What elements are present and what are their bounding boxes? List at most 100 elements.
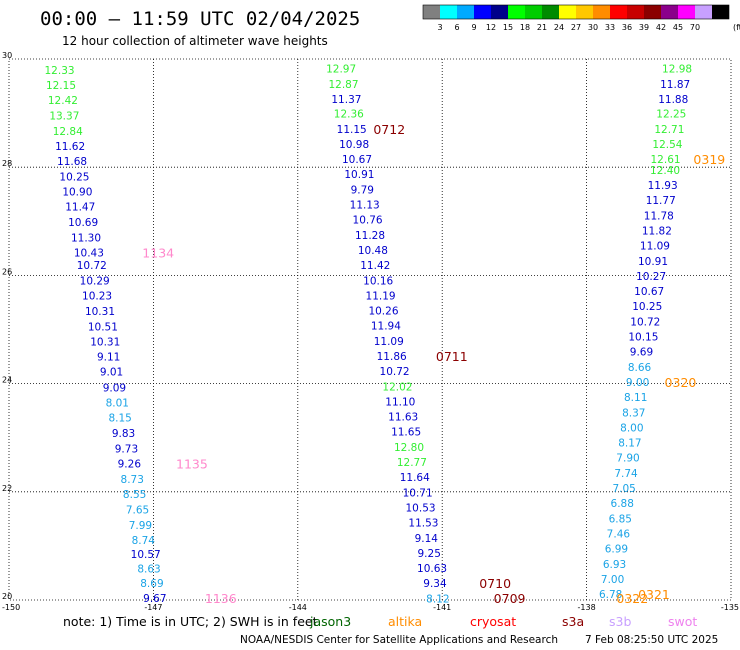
wave-height-value: 12.33 bbox=[45, 65, 75, 77]
wave-height-value: 11.28 bbox=[355, 230, 385, 242]
wave-height-value: 8.63 bbox=[137, 564, 160, 576]
colorbar-label: 45 bbox=[673, 23, 683, 32]
wave-height-value: 10.25 bbox=[632, 301, 662, 313]
color-swatch bbox=[491, 5, 508, 19]
colorbar-frame bbox=[422, 4, 730, 20]
wave-height-value: 11.88 bbox=[658, 94, 688, 106]
x-tick-label: -141 bbox=[433, 603, 451, 612]
wave-height-value: 8.55 bbox=[123, 489, 146, 501]
wave-height-value: 12.36 bbox=[334, 109, 364, 121]
wave-height-value: 8.15 bbox=[108, 413, 131, 425]
wave-height-value: 8.00 bbox=[620, 422, 643, 434]
color-swatch bbox=[610, 5, 627, 19]
wave-height-value: 12.84 bbox=[53, 126, 83, 138]
wave-height-value: 11.10 bbox=[385, 396, 415, 408]
color-swatch bbox=[474, 5, 491, 19]
wave-height-value: 12.97 bbox=[326, 64, 356, 76]
wave-height-value: 6.88 bbox=[611, 498, 634, 510]
colorbar-label: 36 bbox=[622, 23, 632, 32]
wave-height-value: 11.13 bbox=[350, 200, 380, 212]
wave-height-value: 12.25 bbox=[656, 109, 686, 121]
wave-height-value: 11.68 bbox=[57, 156, 87, 168]
wave-height-value: 10.91 bbox=[638, 256, 668, 268]
wave-height-value: 10.29 bbox=[80, 275, 110, 287]
colorbar-label: 6 bbox=[454, 23, 459, 32]
wave-height-value: 9.69 bbox=[630, 347, 653, 359]
wave-height-value: 7.65 bbox=[126, 505, 149, 517]
y-tick-label: 30 bbox=[2, 51, 12, 60]
data-points: 12.33 12.15 12.42 13.37 12.84 11.62 11.68 10.25… bbox=[45, 64, 693, 606]
wave-height-value: 11.78 bbox=[644, 210, 674, 222]
colorbar-label: 27 bbox=[571, 23, 581, 32]
wave-height-value: 7.05 bbox=[612, 483, 635, 495]
wave-height-value: 11.42 bbox=[360, 260, 390, 272]
wave-height-value: 11.30 bbox=[71, 233, 101, 245]
colorbar-label: 21 bbox=[537, 23, 547, 32]
color-swatch bbox=[627, 5, 644, 19]
wave-height-value: 11.37 bbox=[331, 94, 361, 106]
satellite-legend-swot: swot bbox=[668, 614, 697, 629]
wave-height-value: 10.63 bbox=[417, 563, 447, 575]
colorbar-label: 39 bbox=[639, 23, 649, 32]
wave-height-value: 9.25 bbox=[418, 548, 441, 560]
wave-height-value: 10.31 bbox=[90, 336, 120, 348]
pass-time-marker: 0709 bbox=[494, 591, 526, 606]
satellite-legend-jason3: jason3 bbox=[309, 614, 351, 629]
wave-height-value: 11.15 bbox=[337, 124, 367, 136]
wave-height-value: 10.67 bbox=[342, 154, 372, 166]
wave-height-value: 9.67 bbox=[143, 593, 166, 605]
wave-height-value: 11.77 bbox=[646, 195, 676, 207]
y-tick-label: 26 bbox=[2, 267, 12, 276]
wave-height-value: 8.01 bbox=[106, 398, 129, 410]
wave-height-value: 6.93 bbox=[603, 559, 626, 571]
wave-height-value: 12.98 bbox=[662, 64, 692, 76]
pass-time-marker: 0319 bbox=[693, 152, 725, 167]
wave-height-value: 11.63 bbox=[388, 412, 418, 424]
colorbar-label: 9 bbox=[471, 23, 476, 32]
wave-height-value: 10.53 bbox=[406, 502, 436, 514]
wave-height-value: 10.15 bbox=[628, 332, 658, 344]
satellite-legend-s3b: s3b bbox=[609, 614, 631, 629]
wave-height-value: 10.90 bbox=[62, 187, 92, 199]
y-tick-label: 28 bbox=[2, 159, 12, 168]
wave-height-value: 9.09 bbox=[103, 382, 126, 394]
wave-height-value: 11.53 bbox=[408, 518, 438, 530]
wave-height-value: 9.34 bbox=[423, 578, 447, 590]
chart-title: 00:00 – 11:59 UTC 02/04/2025 bbox=[40, 8, 360, 30]
wave-height-value: 11.19 bbox=[366, 290, 396, 302]
wave-height-value: 6.78 bbox=[599, 589, 622, 601]
wave-height-value: 12.40 bbox=[650, 165, 680, 177]
wave-height-value: 10.57 bbox=[131, 549, 161, 561]
wave-height-value: 9.01 bbox=[100, 367, 123, 379]
wave-height-value: 9.14 bbox=[415, 533, 439, 545]
wave-height-value: 10.43 bbox=[74, 248, 104, 260]
wave-height-value: 10.27 bbox=[636, 271, 666, 283]
plot-area: 20 22 24 26 28 30 -150 -147 -144 -141 -138 -135 12… bbox=[2, 51, 739, 612]
color-swatch bbox=[423, 5, 440, 19]
wave-height-value: 10.72 bbox=[630, 316, 660, 328]
pass-time-marker: 0322 bbox=[616, 591, 648, 606]
wave-height-value: 12.80 bbox=[394, 442, 424, 454]
x-axis-ticks: -150 -147 -144 -141 -138 -135 bbox=[2, 603, 739, 612]
wave-height-value: 11.64 bbox=[400, 472, 430, 484]
wave-height-value: 10.69 bbox=[68, 217, 98, 229]
wave-height-value: 10.91 bbox=[344, 169, 374, 181]
color-swatch bbox=[508, 5, 525, 19]
wave-height-value: 8.17 bbox=[618, 438, 641, 450]
x-tick-label: -138 bbox=[578, 603, 596, 612]
colorbar-label: 18 bbox=[520, 23, 530, 32]
wave-height-value: 8.37 bbox=[622, 407, 645, 419]
wave-height-value: 9.79 bbox=[351, 184, 374, 196]
x-tick-label: -147 bbox=[144, 603, 162, 612]
y-axis-ticks: 20 22 24 26 28 30 bbox=[2, 51, 12, 601]
y-tick-label: 24 bbox=[2, 376, 12, 385]
color-swatch bbox=[559, 5, 576, 19]
pass-time-marker: 0320 bbox=[665, 375, 697, 390]
wave-height-value: 12.77 bbox=[397, 457, 427, 469]
wave-height-value: 9.26 bbox=[118, 459, 142, 471]
color-swatch bbox=[661, 5, 678, 19]
footer-timestamp: 7 Feb 08:25:50 UTC 2025 bbox=[585, 634, 718, 646]
wave-height-value: 9.73 bbox=[115, 444, 138, 456]
